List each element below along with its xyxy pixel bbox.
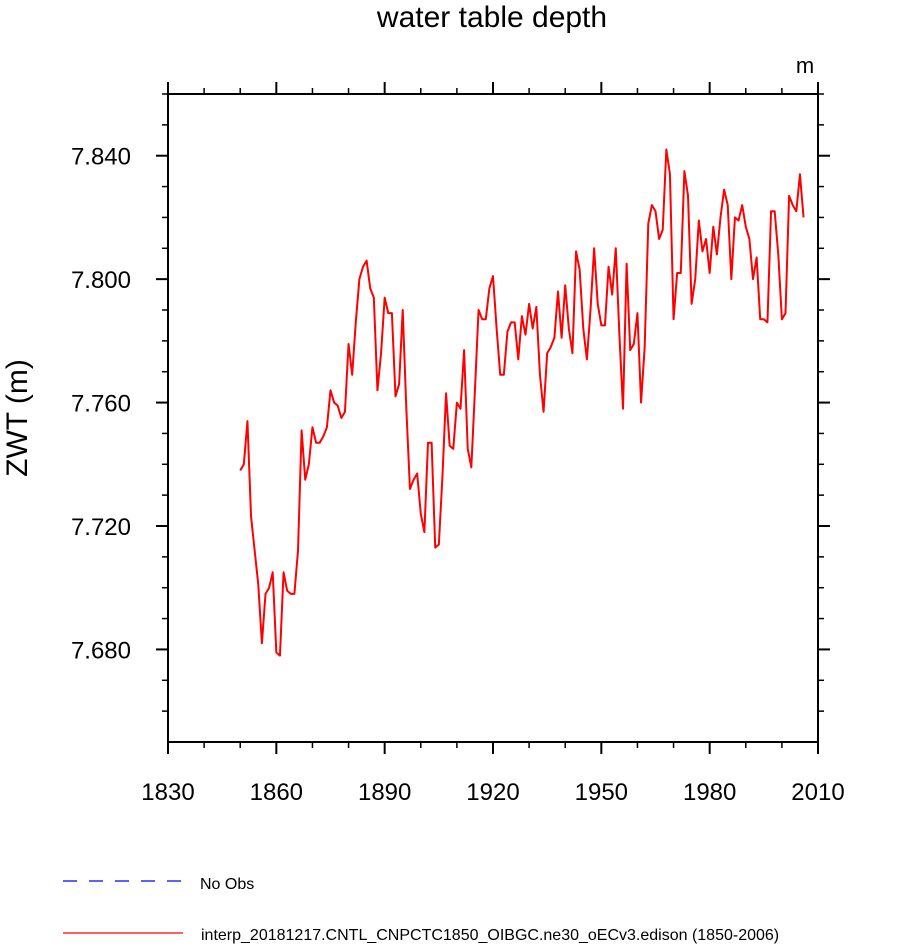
x-tick-label: 1950 bbox=[575, 779, 628, 806]
x-tick-label: 1920 bbox=[466, 779, 519, 806]
series-line-model bbox=[239, 148, 805, 657]
x-axis: 1830 1860 1890 1920 1950 1980 2010 bbox=[141, 82, 845, 806]
x-tick-label: 1860 bbox=[250, 779, 303, 806]
y-tick-label: 7.680 bbox=[71, 637, 131, 664]
y-tick-label: 7.720 bbox=[71, 514, 131, 541]
chart-title: water table depth bbox=[376, 1, 607, 34]
legend-label-model: interp_20181217.CNTL_CNPCTC1850_OIBGC.ne… bbox=[201, 927, 779, 944]
y-axis-label: ZWT (m) bbox=[1, 359, 34, 477]
x-tick-label: 2010 bbox=[791, 779, 844, 806]
unit-label: m bbox=[796, 53, 814, 78]
legend-label-no-obs: No Obs bbox=[200, 876, 254, 893]
plot-area-frame bbox=[167, 93, 819, 743]
x-tick-label: 1980 bbox=[683, 779, 736, 806]
series-layer bbox=[239, 148, 805, 657]
legend: No Obs interp_20181217.CNTL_CNPCTC1850_O… bbox=[63, 876, 779, 944]
y-tick-label: 7.800 bbox=[71, 267, 131, 294]
y-axis: 7.680 7.720 7.760 7.800 7.840 bbox=[71, 93, 830, 712]
y-tick-label: 7.840 bbox=[71, 144, 131, 171]
y-tick-label: 7.760 bbox=[71, 391, 131, 418]
x-tick-label: 1830 bbox=[141, 779, 194, 806]
x-tick-label: 1890 bbox=[358, 779, 411, 806]
